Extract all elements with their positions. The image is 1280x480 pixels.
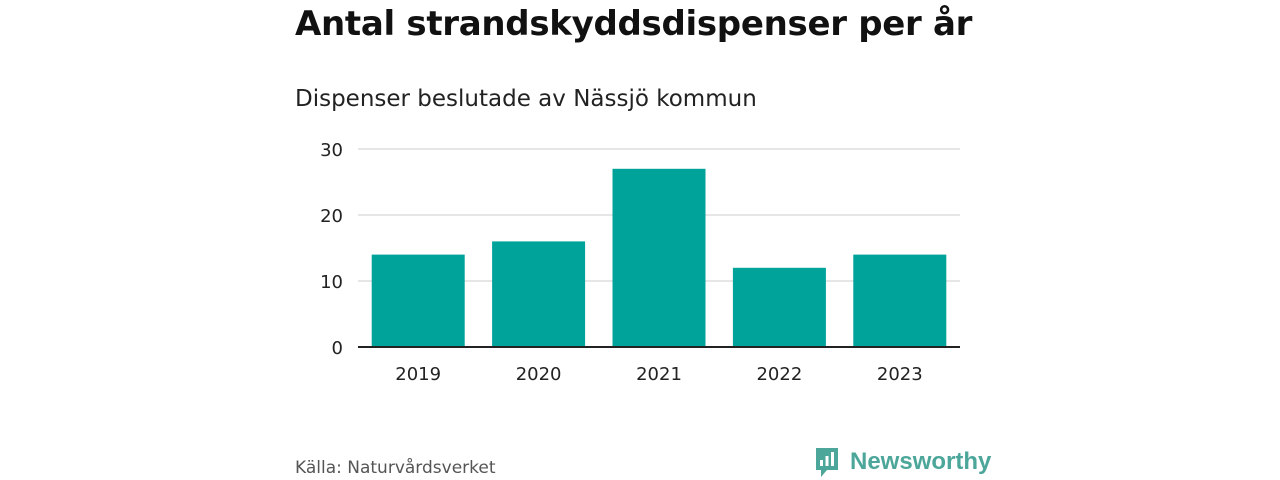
newsworthy-logo-icon [816,448,838,477]
source-note: Källa: Naturvårdsverket [295,458,496,478]
bar [371,254,465,347]
x-tick-label: 2023 [877,364,923,385]
x-tick-label: 2021 [636,364,682,385]
bar [612,168,706,347]
brand-logo: Newsworthy [814,446,991,478]
bar [732,267,826,347]
x-tick-label: 2019 [395,364,441,385]
x-tick-label: 2020 [516,364,562,385]
y-tick-label: 0 [332,338,343,359]
y-tick-label: 10 [320,272,343,293]
bar-chart: 0 10 20 30 2019 2020 2021 2022 2023 [320,140,960,385]
y-tick-label: 30 [320,140,343,161]
bar [492,241,586,347]
chart-subtitle: Dispenser beslutade av Nässjö kommun [295,86,757,112]
chart-title: Antal strandskyddsdispenser per år [295,4,973,44]
bar [853,254,947,347]
brand-name: Newsworthy [850,448,992,475]
x-tick-label: 2022 [756,364,802,385]
y-tick-label: 20 [320,206,343,227]
